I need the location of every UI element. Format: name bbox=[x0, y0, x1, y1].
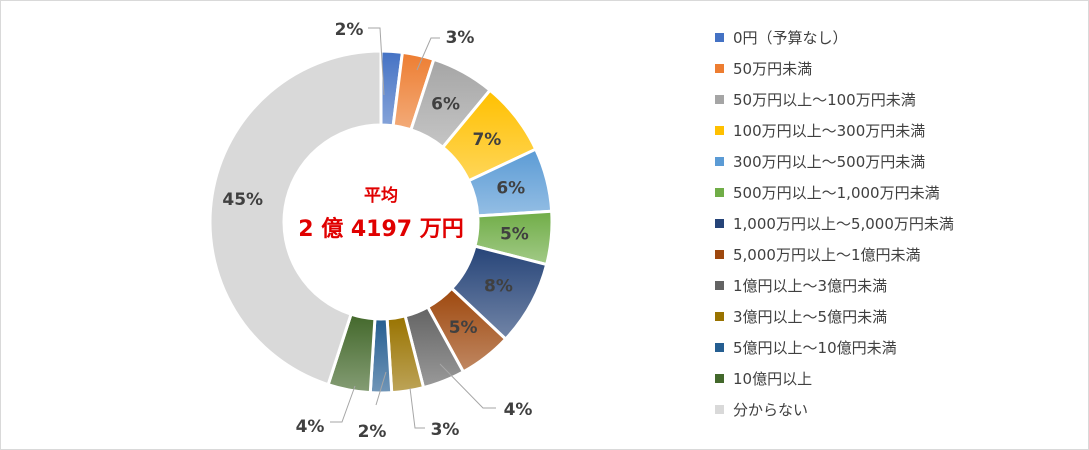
legend-swatch bbox=[715, 126, 724, 135]
legend-swatch bbox=[715, 95, 724, 104]
legend-item-2: 50万円以上～100万円未満 bbox=[715, 84, 1085, 115]
legend-label: 10億円以上 bbox=[733, 370, 813, 388]
legend-label: 50万円未満 bbox=[733, 60, 813, 78]
donut-slice-12 bbox=[208, 49, 383, 387]
legend-swatch bbox=[715, 157, 724, 166]
legend-item-12: 分からない bbox=[715, 394, 1085, 425]
legend-label: 5億円以上～10億円未満 bbox=[733, 339, 897, 357]
legend-item-1: 50万円未満 bbox=[715, 53, 1085, 84]
data-label-4: 6% bbox=[496, 179, 525, 199]
legend-label: 100万円以上～300万円未満 bbox=[733, 122, 926, 140]
legend-item-0: 0円（予算なし） bbox=[715, 22, 1085, 53]
data-label-2: 6% bbox=[431, 95, 460, 115]
leader-line-1 bbox=[416, 37, 440, 71]
data-label-8: 4% bbox=[504, 400, 533, 420]
legend: 0円（予算なし） 50万円未満 50万円以上～100万円未満 100万円以上～300万… bbox=[715, 22, 1085, 425]
leader-lines bbox=[330, 27, 496, 429]
legend-label: 0円（予算なし） bbox=[733, 29, 848, 47]
legend-label: 分からない bbox=[733, 401, 809, 419]
legend-item-11: 10億円以上 bbox=[715, 363, 1085, 394]
data-label-7: 5% bbox=[449, 318, 478, 338]
data-label-11: 4% bbox=[296, 417, 325, 437]
legend-item-8: 1億円以上～3億円未満 bbox=[715, 270, 1085, 301]
data-label-9: 3% bbox=[431, 420, 460, 440]
legend-swatch bbox=[715, 188, 724, 197]
legend-label: 3億円以上～5億円未満 bbox=[733, 308, 888, 326]
legend-swatch bbox=[715, 64, 724, 73]
data-label-1: 3% bbox=[446, 28, 475, 48]
data-labels: 2% 3% 6% 7% 6% 5% 8% 5% 4% 3% 2% 4% 45% bbox=[222, 20, 532, 442]
data-label-6: 8% bbox=[484, 277, 513, 297]
center-title: 平均 bbox=[364, 185, 398, 206]
legend-swatch bbox=[715, 374, 724, 383]
legend-swatch bbox=[715, 219, 724, 228]
legend-swatch bbox=[715, 312, 724, 321]
legend-swatch bbox=[715, 33, 724, 42]
legend-label: 300万円以上～500万円未満 bbox=[733, 153, 926, 171]
leader-line-9 bbox=[409, 387, 425, 429]
legend-label: 500万円以上～1,000万円未満 bbox=[733, 184, 940, 202]
legend-item-6: 1,000万円以上～5,000万円未満 bbox=[715, 208, 1085, 239]
legend-label: 50万円以上～100万円未満 bbox=[733, 91, 916, 109]
data-label-3: 7% bbox=[472, 130, 501, 150]
legend-swatch bbox=[715, 405, 724, 414]
data-label-10: 2% bbox=[358, 422, 387, 442]
legend-label: 1,000万円以上～5,000万円未満 bbox=[733, 215, 954, 233]
data-label-0: 2% bbox=[335, 20, 364, 40]
leader-line-10 bbox=[375, 371, 387, 406]
legend-item-9: 3億円以上～5億円未満 bbox=[715, 301, 1085, 332]
legend-item-3: 100万円以上～300万円未満 bbox=[715, 115, 1085, 146]
legend-item-10: 5億円以上～10億円未満 bbox=[715, 332, 1085, 363]
legend-item-5: 500万円以上～1,000万円未満 bbox=[715, 177, 1085, 208]
legend-label: 5,000万円以上～1億円未満 bbox=[733, 246, 921, 264]
leader-line-8 bbox=[439, 363, 496, 409]
legend-swatch bbox=[715, 250, 724, 259]
leader-line-0 bbox=[368, 27, 385, 96]
data-label-5: 5% bbox=[500, 225, 529, 245]
data-label-12: 45% bbox=[222, 190, 263, 210]
donut-slices bbox=[208, 49, 554, 395]
legend-item-4: 300万円以上～500万円未満 bbox=[715, 146, 1085, 177]
legend-label: 1億円以上～3億円未満 bbox=[733, 277, 888, 295]
legend-swatch bbox=[715, 281, 724, 290]
center-value: 2 億 4197 万円 bbox=[298, 216, 464, 242]
legend-item-7: 5,000万円以上～1億円未満 bbox=[715, 239, 1085, 270]
legend-swatch bbox=[715, 343, 724, 352]
leader-line-11 bbox=[330, 385, 356, 423]
